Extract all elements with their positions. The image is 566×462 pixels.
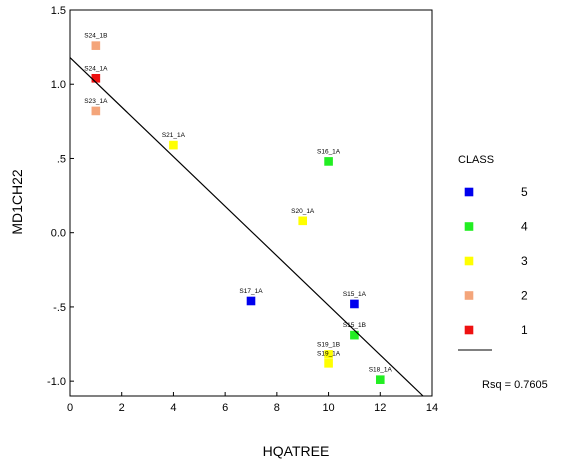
legend-swatch: [464, 187, 474, 197]
legend-swatch: [464, 291, 474, 300]
legend-swatch: [464, 256, 474, 266]
data-point-label: S24_1A: [84, 65, 108, 72]
data-point: [246, 296, 256, 306]
data-point-label: S15_1A: [343, 291, 367, 298]
data-point: [298, 216, 308, 226]
x-tick-label: 14: [426, 402, 438, 414]
data-point: [375, 375, 385, 384]
data-point-label: S24_1B: [84, 33, 107, 40]
data-point: [324, 359, 333, 368]
data-point-label: S19_1A: [317, 350, 341, 357]
data-point-label: S18_1A: [369, 367, 393, 374]
data-point-label: S23_1A: [84, 98, 108, 105]
data-point-label: S17_1A: [239, 288, 263, 295]
y-tick-label: 1.5: [51, 5, 66, 17]
x-axis-label: HQATREE: [263, 443, 330, 459]
data-point-label: S19_1B: [317, 341, 340, 348]
legend-fit-line-label: Rsq = 0.7605: [482, 379, 548, 391]
point-label-layer: S17_1A S15_1A S16_1A S15_1B S18_1A S21_1A S20_…: [84, 33, 392, 374]
plot-frame: [69, 9, 433, 397]
legend-label: 5: [521, 185, 528, 199]
y-tick-label: -.5: [53, 302, 66, 314]
legend-swatch: [464, 325, 474, 335]
legend-label: 4: [521, 220, 528, 234]
point-layer: [91, 41, 385, 384]
data-point-label: S15_1B: [343, 322, 366, 329]
y-axis-label: MD1CH22: [9, 169, 25, 235]
x-tick-label: 4: [170, 402, 176, 414]
legend-label: 3: [521, 254, 528, 268]
y-tick-label: 1.0: [51, 79, 66, 91]
y-tick-label: -1.0: [47, 376, 66, 388]
legend-label: 2: [521, 289, 528, 303]
x-tick-label: 12: [374, 402, 386, 414]
x-tick-label: 10: [322, 402, 334, 414]
data-point-label: S20_1A: [291, 208, 315, 215]
data-point-label: S16_1A: [317, 148, 341, 155]
y-tick-label: .5: [57, 153, 66, 165]
data-point-label: S21_1A: [162, 132, 186, 139]
x-tick-label: 6: [222, 402, 228, 414]
legend: 5 4 3 2 1: [464, 185, 528, 337]
x-tick-label: 2: [119, 402, 125, 414]
data-point: [324, 350, 333, 359]
data-point: [91, 106, 101, 116]
legend-swatch: [464, 222, 474, 231]
data-point: [169, 140, 178, 150]
data-point: [91, 73, 101, 83]
fit-line: [69, 57, 424, 397]
x-tick-label: 8: [274, 402, 280, 414]
data-point: [91, 41, 101, 50]
legend-title: CLASS: [458, 154, 494, 166]
data-point: [350, 330, 359, 340]
data-point: [324, 157, 333, 166]
data-point: [350, 299, 359, 309]
x-tick-label: 0: [67, 402, 73, 414]
y-tick-label: 0.0: [51, 228, 66, 240]
legend-label: 1: [521, 323, 528, 337]
